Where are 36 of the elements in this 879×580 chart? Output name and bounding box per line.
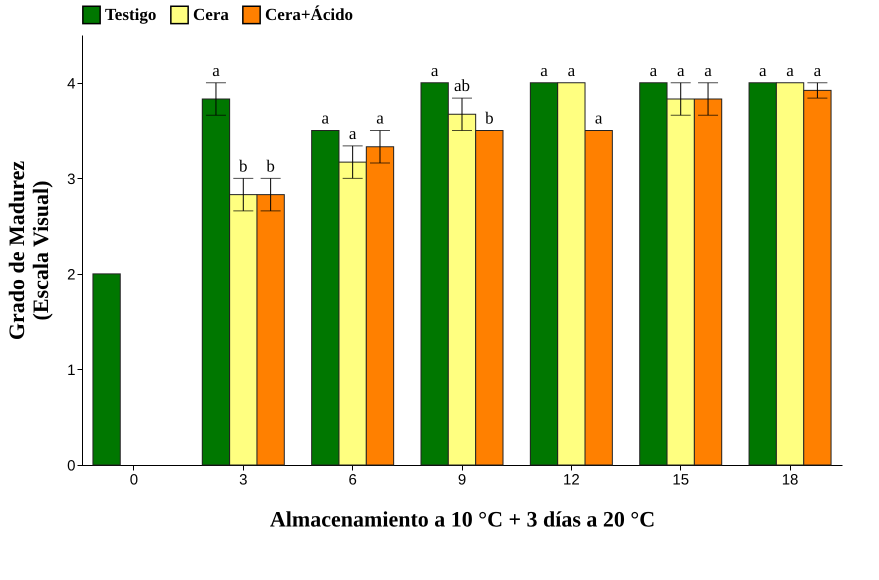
data-label: a	[376, 108, 384, 128]
legend-label: Cera	[193, 4, 230, 24]
y-tick-label: 2	[67, 266, 76, 284]
x-tick-label: 9	[458, 472, 466, 488]
data-label: a	[348, 124, 357, 143]
x-tick-label: 6	[348, 472, 357, 488]
y-tick-label: 4	[67, 75, 76, 92]
data-label: a	[676, 60, 685, 80]
y-tick-label: 0	[67, 458, 76, 474]
data-label: ab	[454, 76, 470, 96]
x-tick-label: 0	[130, 472, 138, 488]
data-label: b	[239, 156, 248, 176]
x-tick-label: 18	[782, 472, 798, 488]
x-tick-label: 15	[672, 472, 690, 488]
data-label: a	[540, 60, 548, 80]
x-tick-label: 12	[563, 472, 580, 488]
x-tick-label: 3	[239, 472, 248, 488]
legend-label: Testigo	[105, 4, 156, 24]
data-label: a	[212, 60, 220, 80]
data-label: a	[786, 60, 794, 80]
legend-label: Cera+Ácido	[265, 4, 354, 24]
data-label: a	[758, 60, 767, 80]
y-axis-title: Grado de Madurez (Escala Visual)	[4, 160, 54, 340]
bar	[92, 273, 121, 466]
data-label: a	[814, 60, 822, 80]
y-tick-label: 3	[67, 170, 76, 188]
data-label: a	[568, 60, 576, 80]
y-tick-label: 1	[67, 362, 76, 379]
data-label: a	[594, 108, 603, 128]
data-label: a	[704, 60, 712, 80]
data-label: a	[430, 60, 439, 80]
data-label: b	[485, 108, 494, 128]
data-label: a	[322, 108, 330, 128]
data-label: b	[266, 156, 275, 176]
x-axis-title: Almacenamiento a 10 °C + 3 días a 20 °C	[270, 506, 656, 532]
data-label: a	[650, 60, 658, 80]
